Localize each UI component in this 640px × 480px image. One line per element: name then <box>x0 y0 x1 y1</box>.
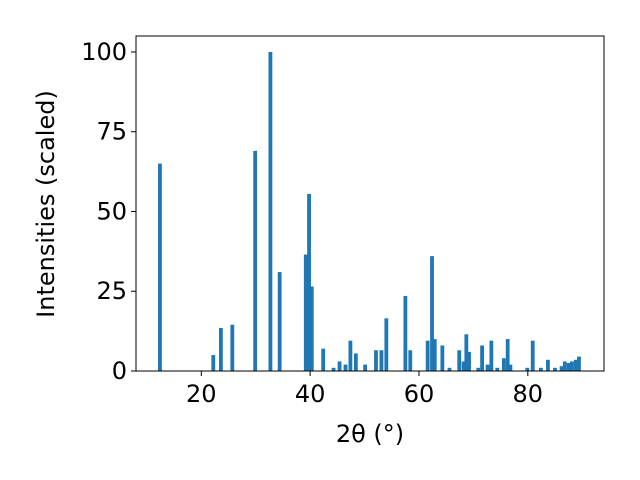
bar <box>501 358 506 371</box>
bar <box>384 318 389 371</box>
bar <box>303 254 308 371</box>
bar <box>530 340 535 371</box>
bar <box>559 366 564 371</box>
bar <box>553 367 557 371</box>
bar <box>309 286 314 371</box>
bar <box>321 348 326 371</box>
bar <box>464 334 469 371</box>
bar <box>268 51 273 371</box>
bar <box>211 355 216 371</box>
bar <box>577 356 581 371</box>
bar <box>480 345 485 371</box>
bar <box>476 367 481 371</box>
bar <box>353 353 358 371</box>
x-tick-label: 40 <box>295 380 326 408</box>
bar <box>566 363 571 371</box>
bar <box>363 364 368 371</box>
bar <box>343 364 348 371</box>
bar <box>425 340 430 371</box>
y-tick-label: 100 <box>81 38 127 66</box>
bar <box>546 359 550 371</box>
y-axis: 0 25 50 75 100 <box>81 38 136 385</box>
bar <box>307 193 311 371</box>
bar <box>253 150 258 371</box>
bar <box>495 367 500 371</box>
bar <box>440 345 445 371</box>
bar <box>432 339 437 371</box>
bar <box>403 296 408 371</box>
bar <box>230 324 235 371</box>
y-tick-label: 50 <box>96 197 127 225</box>
y-tick-label: 25 <box>96 277 127 305</box>
y-tick-label: 75 <box>96 118 127 146</box>
bar <box>331 367 336 371</box>
bar <box>573 359 578 371</box>
bar <box>447 367 452 371</box>
bar <box>158 163 162 371</box>
bar <box>562 361 567 371</box>
bar <box>525 367 530 371</box>
bar <box>569 361 574 371</box>
y-tick-label: 0 <box>112 357 127 385</box>
x-tick-label: 20 <box>186 380 217 408</box>
bar <box>508 364 513 371</box>
bar <box>489 340 494 371</box>
bar <box>505 339 510 371</box>
plot-frame <box>135 35 605 372</box>
bar <box>430 256 434 371</box>
bar <box>467 351 471 371</box>
bar <box>348 340 353 371</box>
bar <box>337 361 342 371</box>
y-axis-label: Intensities (scaled) <box>32 90 60 318</box>
bar <box>538 367 543 371</box>
x-tick-label: 80 <box>513 380 544 408</box>
bar <box>461 361 466 371</box>
x-axis-label: 2θ (°) <box>336 420 404 448</box>
bar-series <box>158 51 581 371</box>
bar <box>218 327 223 371</box>
bar <box>457 350 462 371</box>
x-tick-label: 60 <box>404 380 435 408</box>
bar <box>485 364 490 371</box>
bar <box>277 272 282 371</box>
bar <box>379 350 384 371</box>
bar <box>374 350 378 371</box>
x-axis: 20 40 60 80 <box>186 371 543 408</box>
bar <box>408 350 413 371</box>
